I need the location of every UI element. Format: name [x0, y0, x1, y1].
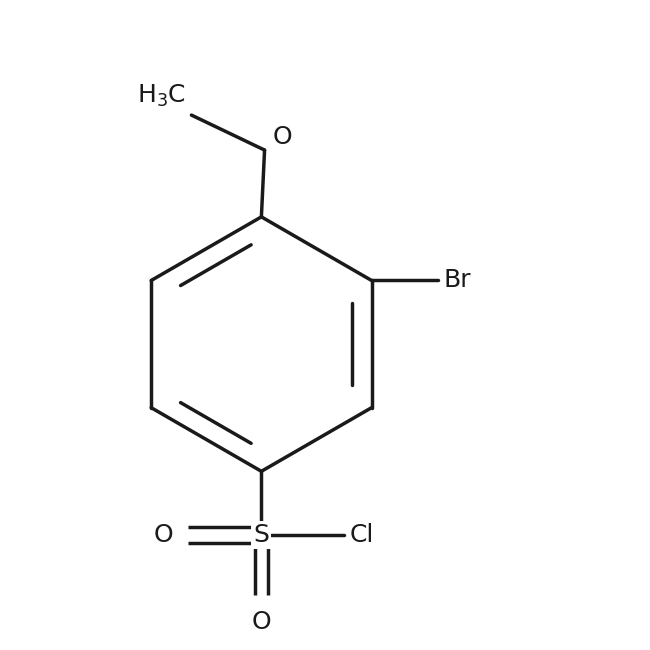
- Text: Br: Br: [443, 268, 471, 292]
- Text: O: O: [272, 125, 292, 149]
- Text: O: O: [154, 523, 174, 547]
- Text: S: S: [254, 523, 269, 547]
- Text: O: O: [252, 610, 271, 634]
- Text: H$_3$C: H$_3$C: [137, 83, 187, 109]
- Text: Cl: Cl: [349, 523, 374, 547]
